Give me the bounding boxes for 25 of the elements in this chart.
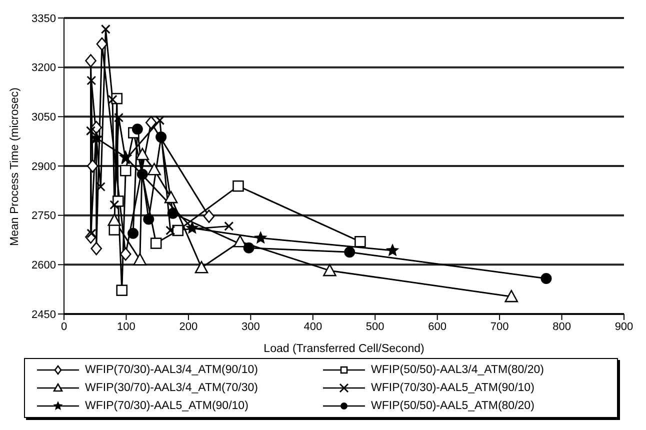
- legend-label: WFIP(30/70)-AAL3/4_ATM(70/30): [85, 382, 258, 394]
- x-tick-label: 700: [490, 320, 509, 333]
- y-axis-title: Mean Process Time (microsec): [9, 87, 22, 246]
- y-tick-label: 3350: [32, 12, 56, 25]
- y-tick-label: 2450: [32, 308, 56, 321]
- x-axis-title: Load (Transferred Cell/Second): [264, 343, 424, 355]
- legend-label: WFIP(70/30)-AAL3/4_ATM(90/10): [85, 364, 258, 376]
- x-tick-label: 300: [241, 320, 260, 333]
- legend-label: WFIP(70/30)-AAL5_ATM(90/10): [85, 400, 248, 412]
- legend-label: WFIP(70/30)-AAL5_ATM(90/10): [371, 382, 534, 394]
- x-tick-label: 200: [179, 320, 198, 333]
- y-tick-label: 3050: [32, 112, 56, 124]
- legend-label: WFIP(50/50)-AAL3/4_ATM(80/20): [371, 364, 544, 376]
- x-tick-label: 0: [60, 320, 68, 333]
- x-tick-label: 500: [366, 320, 384, 333]
- x-tick-label: 900: [614, 320, 634, 333]
- y-tick-label: 2750: [32, 210, 56, 222]
- x-tick-label: 400: [304, 320, 322, 333]
- x-tick-label: 100: [117, 320, 136, 333]
- y-tick-label: 2600: [32, 260, 56, 272]
- x-tick-label: 600: [428, 320, 447, 333]
- legend-label: WFIP(50/50)-AAL5_ATM(80/20): [371, 400, 534, 412]
- x-tick-label: 800: [552, 320, 571, 333]
- y-tick-label: 2900: [32, 160, 56, 173]
- y-tick-label: 3200: [32, 62, 56, 74]
